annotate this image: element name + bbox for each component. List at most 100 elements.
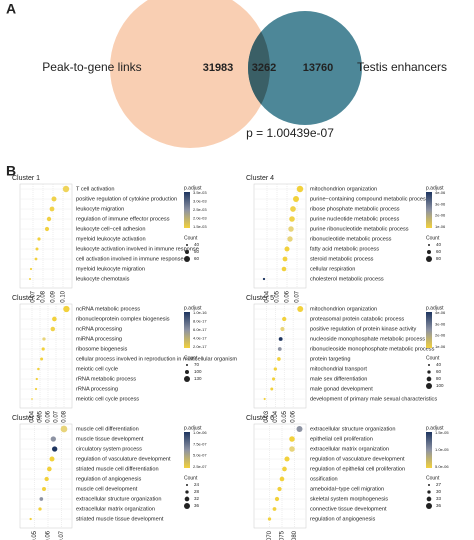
term-label: mitochondrion organization — [310, 306, 377, 312]
size-key-label: 60 — [436, 249, 442, 254]
size-key-label: 27 — [436, 482, 442, 487]
colorbar-label: 2.5e-07 — [193, 464, 207, 469]
legend-title: Count — [426, 475, 440, 481]
legend-title: Count — [184, 355, 198, 361]
term-label: myeloid leukocyte activation — [76, 236, 146, 242]
term-label: purine−containing compound metabolic pro… — [310, 196, 429, 202]
dot — [31, 398, 33, 400]
plot-area — [19, 423, 73, 529]
dot — [296, 426, 303, 432]
term-label: regulation of vasculature development — [310, 456, 405, 462]
term-label: meiotic cell cycle process — [76, 396, 139, 402]
size-key — [426, 256, 432, 262]
x-tick-label: 0.07 — [295, 290, 301, 302]
colorbar-label: 1.0e-06 — [193, 430, 207, 435]
size-key — [426, 503, 432, 509]
term-label: myeloid leukocyte migration — [76, 266, 145, 272]
size-key — [427, 250, 431, 254]
colorbar-label: 1e-06 — [435, 344, 446, 349]
term-label: striated muscle cell differentiation — [76, 466, 159, 472]
term-label: regulation of angiogenesis — [76, 476, 142, 482]
cluster-title: Cluster 2 — [12, 295, 40, 302]
dot — [270, 387, 274, 391]
size-key — [184, 376, 190, 382]
set-label: Testis enhancers — [357, 60, 447, 74]
size-key — [428, 364, 430, 366]
dot — [49, 206, 55, 212]
panel-label: B — [6, 163, 16, 179]
plot-area — [253, 423, 307, 529]
colorbar-label: 3.5e-03 — [193, 190, 207, 195]
dot — [62, 185, 70, 193]
term-label: striated muscle tissue development — [76, 516, 164, 522]
term-label: extracellular matrix organization — [76, 506, 155, 512]
term-label: connective tissue development — [310, 506, 387, 512]
count: 3262 — [252, 62, 276, 74]
size-key — [428, 244, 430, 246]
term-label: positive regulation of protein kinase ac… — [310, 326, 417, 332]
term-label: protein targeting — [310, 356, 350, 362]
dot — [272, 507, 277, 511]
p-value: p = 1.00439e-07 — [246, 126, 334, 140]
colorbar-label: 5.0e-06 — [435, 464, 449, 469]
colorbar-label: 1.5e-03 — [193, 224, 207, 229]
dot — [282, 316, 287, 322]
x-tick-label: 0.070 — [267, 530, 273, 540]
size-key — [185, 490, 189, 494]
dot — [289, 436, 295, 442]
colorbar-label: 2.0e-03 — [193, 216, 207, 221]
size-key-label: 60 — [436, 369, 442, 374]
size-key-label: 80 — [436, 256, 442, 261]
size-key — [184, 256, 190, 262]
dot — [279, 476, 285, 482]
dot — [267, 517, 272, 521]
x-tick-label: 0.06 — [285, 290, 291, 302]
dot — [263, 397, 266, 401]
size-key — [427, 370, 431, 374]
colorbar-label: 4e-06 — [435, 190, 446, 195]
dot — [50, 436, 56, 442]
term-label: positive regulation of cytokine producti… — [76, 196, 177, 202]
x-tick-label: 0.04 — [30, 410, 36, 422]
dot — [49, 456, 55, 462]
term-label: nucleoside monophosphate metabolic proce… — [310, 336, 425, 342]
colorbar — [184, 312, 190, 348]
dot — [296, 185, 304, 193]
plot-area — [19, 303, 73, 409]
term-label: ribosome biogenesis — [76, 346, 128, 352]
dot — [37, 367, 40, 371]
size-key — [426, 383, 432, 389]
colorbar — [426, 432, 432, 468]
term-label: ribonucleoside monophosphate metabolic p… — [310, 346, 435, 352]
size-key — [186, 244, 188, 246]
dot — [35, 377, 38, 381]
term-label: ncRNA metabolic process — [76, 306, 140, 312]
x-tick-label: 0.06 — [46, 530, 52, 540]
size-key — [184, 503, 190, 509]
dot — [282, 466, 287, 472]
x-tick-label: 0.09 — [51, 290, 57, 302]
x-tick-label: 0.05 — [32, 530, 38, 540]
dot — [40, 357, 44, 361]
dot — [51, 196, 57, 202]
dot — [42, 337, 46, 341]
size-key — [186, 364, 188, 366]
dot — [277, 357, 281, 361]
x-tick-label: 0.08 — [62, 410, 68, 422]
term-label: regulation of epithelial cell proliferat… — [310, 466, 405, 472]
legend-title: p.adjust — [184, 185, 202, 191]
term-label: ossification — [310, 476, 338, 482]
term-label: cell activation involved in immune respo… — [76, 256, 184, 262]
dot — [282, 256, 288, 262]
size-key — [184, 496, 190, 502]
size-key-label: 36 — [194, 503, 200, 508]
dot — [281, 266, 287, 272]
term-label: rRNA metabolic process — [76, 376, 136, 382]
colorbar — [184, 192, 190, 228]
x-tick-label: 0.080 — [292, 530, 298, 540]
dot — [34, 387, 38, 391]
dot — [41, 347, 45, 351]
dot — [44, 226, 50, 232]
legend-title: p.adjust — [426, 185, 444, 191]
size-key — [185, 250, 189, 254]
